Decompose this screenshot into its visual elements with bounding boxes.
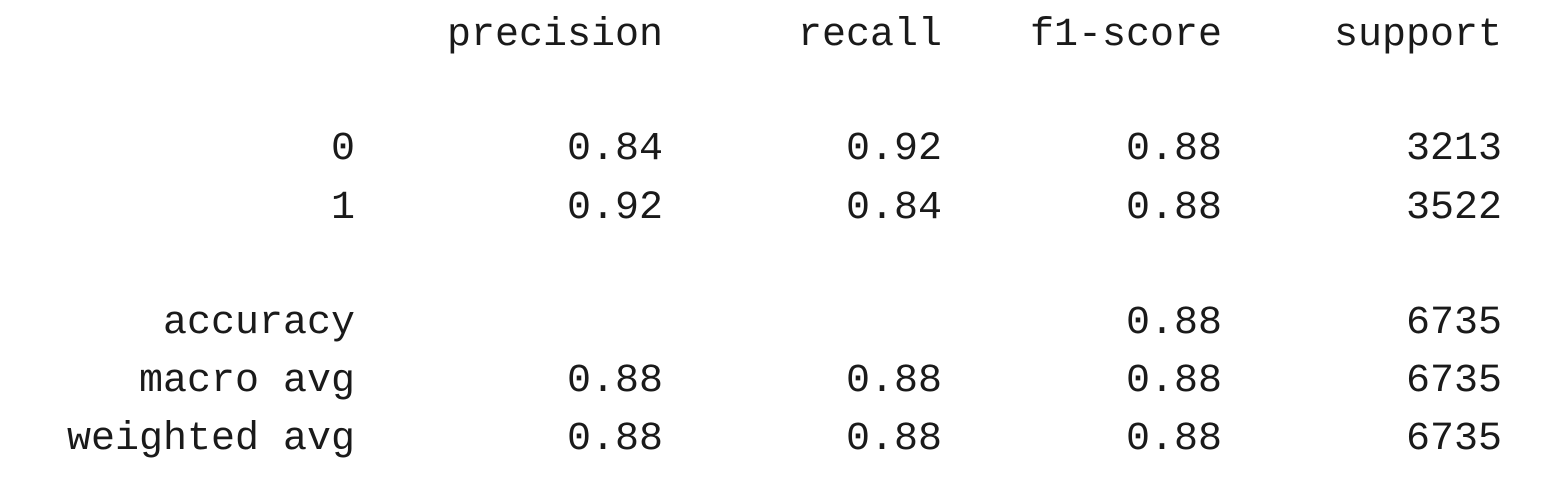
row-macro-avg-precision: 0.88 — [566, 359, 663, 404]
row-1-f1-score: 0.88 — [1125, 186, 1222, 231]
row-accuracy-support: 6735 — [1405, 301, 1502, 346]
row-label-0: 0 — [330, 127, 355, 172]
row-macro-avg-recall: 0.88 — [845, 359, 942, 404]
row-weighted-avg-f1-score: 0.88 — [1125, 417, 1222, 462]
row-label-weighted-avg: weighted avg — [66, 417, 355, 462]
row-0-recall: 0.92 — [845, 127, 942, 172]
row-0-precision: 0.84 — [566, 127, 663, 172]
row-accuracy-f1-score: 0.88 — [1125, 301, 1222, 346]
row-1-recall: 0.84 — [845, 186, 942, 231]
header-recall: recall — [797, 13, 942, 58]
row-macro-avg-f1-score: 0.88 — [1125, 359, 1222, 404]
row-label-accuracy: accuracy — [162, 301, 355, 346]
header-support: support — [1333, 13, 1502, 58]
row-macro-avg-support: 6735 — [1405, 359, 1502, 404]
row-weighted-avg-support: 6735 — [1405, 417, 1502, 462]
row-label-macro-avg: macro avg — [138, 359, 355, 404]
row-0-support: 3213 — [1405, 127, 1502, 172]
header-precision: precision — [446, 13, 663, 58]
row-label-1: 1 — [330, 186, 355, 231]
row-0-f1-score: 0.88 — [1125, 127, 1222, 172]
row-weighted-avg-precision: 0.88 — [566, 417, 663, 462]
row-1-precision: 0.92 — [566, 186, 663, 231]
row-weighted-avg-recall: 0.88 — [845, 417, 942, 462]
header-f1-score: f1-score — [1029, 13, 1222, 58]
row-1-support: 3522 — [1405, 186, 1502, 231]
